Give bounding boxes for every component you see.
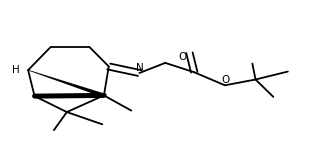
Text: N: N [135, 63, 143, 73]
Text: H: H [12, 65, 20, 75]
Text: O: O [222, 75, 230, 85]
Text: O: O [179, 52, 187, 62]
Polygon shape [28, 70, 107, 96]
